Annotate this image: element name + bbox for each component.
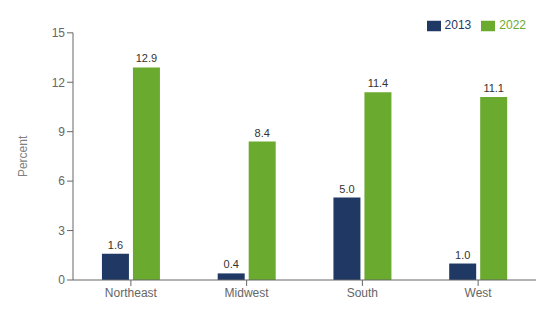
svg-text:8.4: 8.4 [255,127,270,139]
svg-text:6: 6 [58,174,65,188]
svg-text:Midwest: Midwest [225,286,270,300]
svg-text:9: 9 [58,125,65,139]
svg-text:West: West [465,286,493,300]
svg-text:Percent: Percent [16,135,30,177]
svg-text:5.0: 5.0 [339,183,354,195]
svg-text:0: 0 [58,273,65,287]
svg-text:12.9: 12.9 [136,52,157,64]
svg-text:South: South [347,286,378,300]
svg-text:0.4: 0.4 [224,258,239,270]
svg-text:12: 12 [52,76,66,90]
svg-text:3: 3 [58,224,65,238]
svg-text:15: 15 [52,26,66,40]
svg-text:11.4: 11.4 [368,77,389,89]
html-text:2013: 2013 [444,18,472,32]
html-text:2022: 2022 [499,18,526,32]
svg-text:11.1: 11.1 [483,82,504,94]
svg-text:1.0: 1.0 [455,249,470,261]
svg-text:1.6: 1.6 [108,239,123,251]
svg-text:Northeast: Northeast [105,286,158,300]
